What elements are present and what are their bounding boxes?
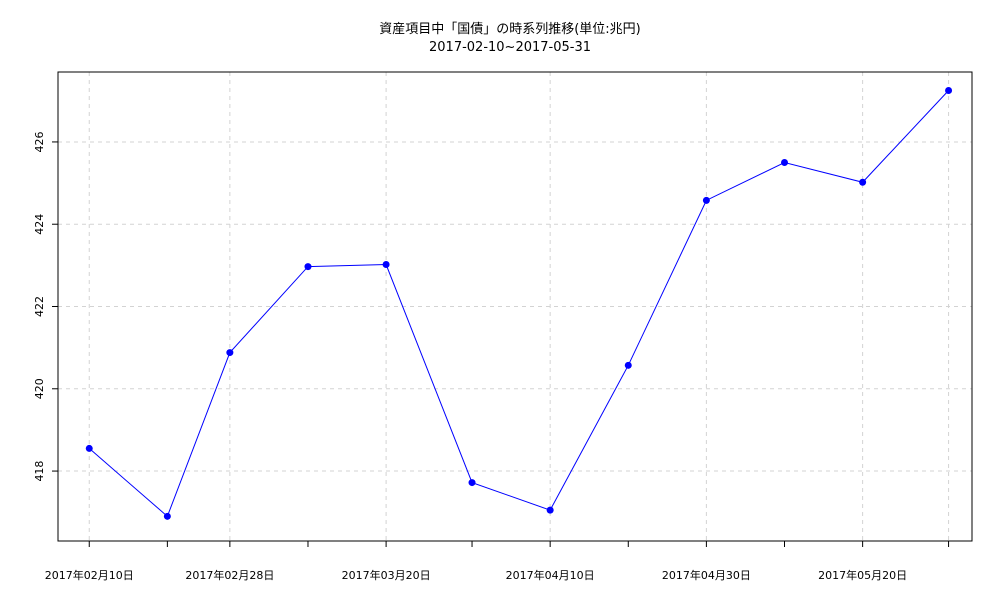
data-point: [164, 513, 171, 520]
y-tick-label: 422: [33, 296, 46, 317]
data-point: [703, 197, 710, 204]
data-point: [547, 507, 554, 514]
y-tick-label: 418: [33, 461, 46, 482]
x-tick-label: 2017年04月10日: [506, 568, 595, 582]
data-point: [226, 349, 233, 356]
data-point: [469, 479, 476, 486]
data-point: [383, 261, 390, 268]
axes: 418 420 422 424 426 2017年02月10日 2017年02月28日 201…: [33, 131, 949, 582]
y-tick-label: 424: [33, 214, 46, 235]
series-line: [89, 91, 948, 517]
y-tick-label: 426: [33, 131, 46, 152]
x-tick-label: 2017年03月20日: [342, 568, 431, 582]
chart-title: 資産項目中「国債」の時系列推移(単位:兆円): [379, 21, 641, 37]
series: [86, 87, 952, 520]
grid: [58, 72, 972, 541]
data-point: [781, 159, 788, 166]
chart-subtitle: 2017-02-10~2017-05-31: [429, 40, 591, 55]
x-tick-label: 2017年02月10日: [45, 568, 134, 582]
y-tick-label: 420: [33, 378, 46, 399]
x-tick-label: 2017年05月20日: [818, 568, 907, 582]
data-point: [625, 362, 632, 369]
x-tick-label: 2017年02月28日: [185, 568, 274, 582]
data-point: [304, 263, 311, 270]
data-point: [86, 445, 93, 452]
data-point: [859, 179, 866, 186]
x-tick-label: 2017年04月30日: [662, 568, 751, 582]
data-point: [945, 87, 952, 94]
